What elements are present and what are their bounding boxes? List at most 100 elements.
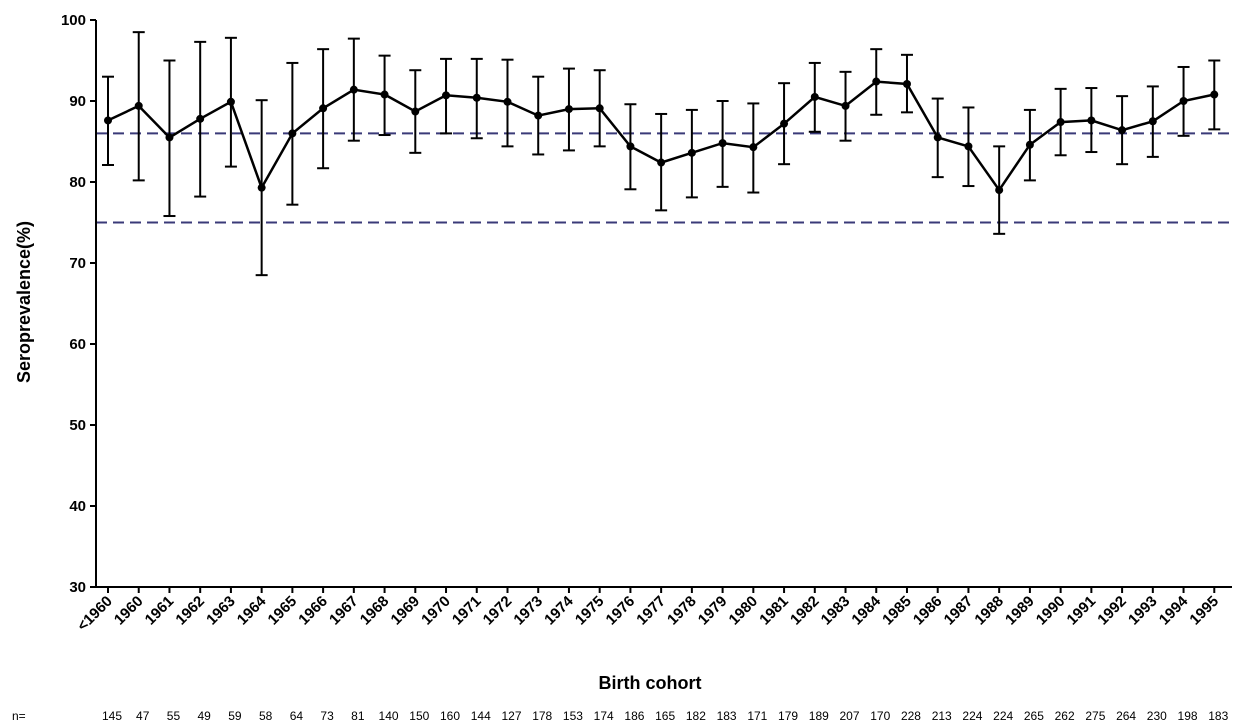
x-tick-label: <1960 [74,593,116,635]
n-value-4: 59 [228,709,242,723]
y-tick-label: 70 [69,255,86,272]
data-point-23 [810,92,819,101]
data-points [104,77,1219,195]
n-value-9: 140 [379,709,399,723]
axes [95,20,1232,588]
data-point-29 [995,186,1004,195]
n-value-15: 153 [563,709,583,723]
x-tick-label: 1994 [1156,592,1192,628]
n-value-5: 58 [259,709,273,723]
x-tick-label: 1961 [142,593,178,629]
sample-size-row: n= 145 47 55 49 59 58 64 73 81 140 150 160 144 127 178 1… [12,709,1229,723]
n-value-21: 171 [747,709,767,723]
n-value-36: 183 [1208,709,1228,723]
x-tick-label: 1972 [480,593,516,629]
x-tick-label: 1986 [910,593,946,629]
data-point-25 [872,77,881,86]
n-value-7: 73 [320,709,334,723]
x-axis-title: Birth cohort [599,673,702,693]
data-point-33 [1118,126,1127,135]
n-value-17: 186 [624,709,644,723]
n-value-34: 230 [1147,709,1167,723]
x-tick-label: 1987 [941,593,977,629]
data-point-22 [780,119,789,128]
x-tick-label: 1967 [326,593,362,629]
x-tick-label: 1969 [388,593,424,629]
data-point-1 [134,101,143,110]
x-tick-label: 1993 [1125,593,1161,629]
reference-lines [96,132,1232,224]
n-value-8: 81 [351,709,365,723]
x-tick-label: 1963 [203,593,239,629]
x-tick-label: 1973 [510,593,546,629]
x-tick-label: 1985 [879,593,915,629]
data-point-28 [964,142,973,151]
x-tick-label: 1964 [234,592,270,628]
n-value-1: 47 [136,709,150,723]
y-tick-label: 90 [69,93,86,110]
data-point-11 [442,91,451,100]
n-value-27: 213 [932,709,952,723]
x-tick-label: 1981 [756,593,792,629]
data-point-36 [1210,90,1219,99]
n-value-35: 198 [1178,709,1198,723]
data-point-6 [288,129,297,138]
n-value-11: 160 [440,709,460,723]
data-point-8 [349,85,358,94]
y-tick-label: 60 [69,336,86,353]
n-value-19: 182 [686,709,706,723]
data-point-27 [933,133,942,142]
data-point-31 [1056,118,1065,127]
data-point-30 [1025,140,1034,149]
n-value-28: 224 [962,709,982,723]
n-value-23: 189 [809,709,829,723]
y-tick-label: 30 [69,579,86,596]
x-tick-label: 1989 [1002,593,1038,629]
y-tick-label: 80 [69,174,86,191]
data-point-34 [1148,117,1157,126]
data-point-35 [1179,97,1188,105]
n-value-10: 150 [409,709,429,723]
n-value-26: 228 [901,709,921,723]
n-value-16: 174 [594,709,614,723]
data-point-7 [319,104,328,113]
n-value-24: 207 [840,709,860,723]
x-tick-label: 1960 [111,593,147,629]
n-value-25: 170 [870,709,890,723]
x-tick-label: 1990 [1033,593,1069,629]
x-tick-label: 1970 [418,593,454,629]
n-value-14: 178 [532,709,552,723]
y-axis-ticks: 30 40 50 60 70 80 90 100 [61,12,96,596]
n-value-30: 265 [1024,709,1044,723]
n-value-2: 55 [167,709,181,723]
data-point-9 [380,90,389,99]
n-value-29: 224 [993,709,1013,723]
x-tick-label: 1984 [848,592,884,628]
x-tick-label: 1988 [971,593,1007,629]
x-tick-label: 1968 [357,593,393,629]
n-value-18: 165 [655,709,675,723]
data-point-17 [626,142,635,151]
n-value-12: 144 [471,709,491,723]
x-tick-label: 1965 [265,593,301,629]
x-tick-label: 1992 [1094,593,1130,629]
x-tick-label: 1971 [449,593,485,629]
n-value-13: 127 [501,709,521,723]
data-point-3 [196,114,205,123]
n-value-33: 264 [1116,709,1136,723]
n-value-31: 262 [1055,709,1075,723]
n-value-32: 275 [1085,709,1105,723]
error-bars [102,31,1221,277]
x-tick-label: 1980 [726,593,762,629]
data-point-10 [411,107,420,116]
data-point-19 [687,148,696,157]
y-axis-title: Seroprevalence(%) [14,221,34,383]
n-value-20: 183 [717,709,737,723]
y-tick-label: 100 [61,12,86,29]
x-tick-label: 1978 [664,593,700,629]
data-point-5 [257,183,266,192]
data-point-0 [104,116,112,125]
x-tick-label: 1974 [541,592,577,628]
x-tick-label: 1995 [1186,593,1222,629]
